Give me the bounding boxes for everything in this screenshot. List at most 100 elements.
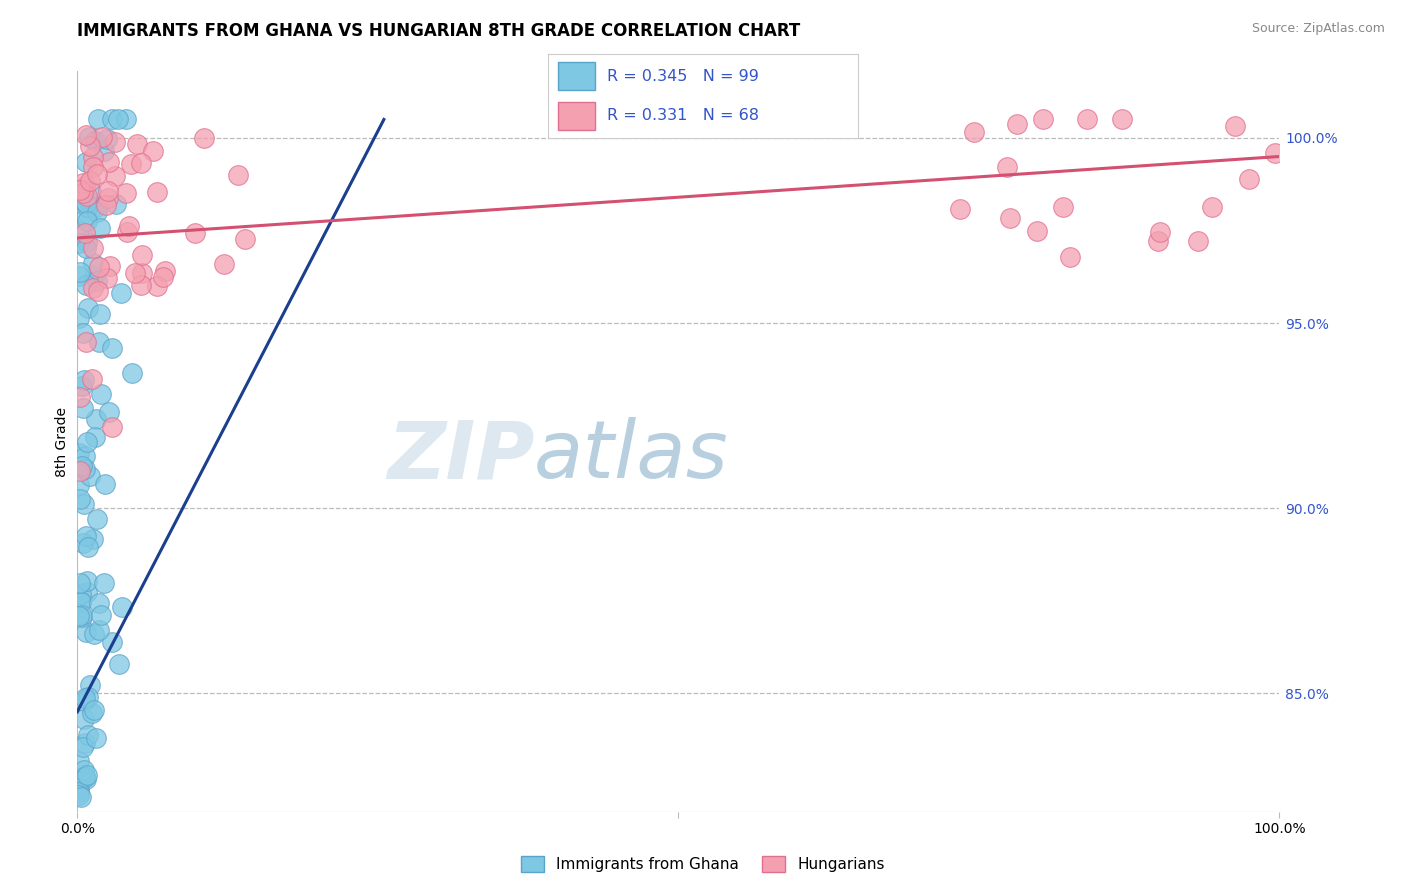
Point [67,782,90,797]
Point [212,257,235,271]
Point [1059,250,1081,264]
Point [76,574,98,589]
Point [121,366,143,380]
Point [90,129,112,144]
Point [76,214,98,228]
Point [72,186,94,201]
Point [79,469,101,483]
Point [75,736,97,750]
Point [69,265,91,279]
Point [67,311,90,326]
Point [1000,211,1022,226]
Point [1005,117,1028,131]
Point [77,130,100,145]
Point [115,225,138,239]
Point [70,378,93,392]
Point [104,135,127,149]
Point [75,450,97,464]
Point [86,274,108,288]
Point [67,268,90,283]
Point [97,184,120,198]
Point [72,536,94,550]
Text: atlas: atlas [534,417,728,495]
Point [127,137,149,152]
Point [1076,112,1098,127]
Point [152,270,174,285]
Point [995,160,1018,174]
Point [1264,145,1286,160]
Point [89,334,111,349]
Point [90,607,112,622]
Text: R = 0.331   N = 68: R = 0.331 N = 68 [607,108,759,123]
Point [104,169,127,183]
Point [82,160,104,174]
Point [82,241,104,255]
Point [75,226,97,240]
Point [142,144,165,158]
Point [145,278,167,293]
Point [69,595,91,609]
Point [153,263,176,277]
Point [233,232,256,246]
Point [87,624,110,638]
Point [228,169,250,183]
Point [75,211,97,225]
Point [72,326,94,340]
Point [93,576,115,591]
Point [77,540,100,554]
Point [1201,200,1223,214]
Point [72,608,94,623]
Point [87,596,110,610]
Point [70,789,93,804]
Point [73,373,96,387]
Point [76,200,98,214]
Point [96,132,118,146]
Point [963,125,986,139]
Text: ZIP: ZIP [387,417,534,495]
Point [84,200,107,214]
Point [73,497,96,511]
Point [75,529,97,543]
Point [75,772,97,787]
Point [72,181,94,195]
Point [75,154,97,169]
Point [82,281,104,295]
Point [76,584,98,599]
Legend: Immigrants from Ghana, Hungarians: Immigrants from Ghana, Hungarians [513,848,893,880]
Point [77,729,100,743]
Point [86,512,108,526]
Point [193,131,215,145]
Point [89,307,111,321]
Point [75,624,97,639]
Point [69,183,91,197]
Point [96,271,118,285]
Point [76,768,98,782]
Point [83,430,105,444]
Point [67,478,90,492]
Point [69,594,91,608]
Point [98,155,121,169]
Point [69,575,91,590]
Point [77,301,100,316]
Point [80,371,103,385]
Point [107,112,129,127]
Point [70,770,93,784]
Point [184,226,207,240]
Point [94,197,117,211]
Point [129,155,152,169]
Point [108,657,131,672]
Point [67,445,90,459]
Point [1026,225,1049,239]
Point [83,627,105,641]
Point [69,464,91,478]
Point [131,248,153,262]
Point [77,690,100,704]
Point [70,587,93,601]
Point [1032,112,1054,127]
Point [1225,119,1247,133]
Point [72,401,94,415]
Point [1147,234,1170,248]
Point [77,194,100,208]
Point [75,278,97,293]
Point [67,788,90,802]
